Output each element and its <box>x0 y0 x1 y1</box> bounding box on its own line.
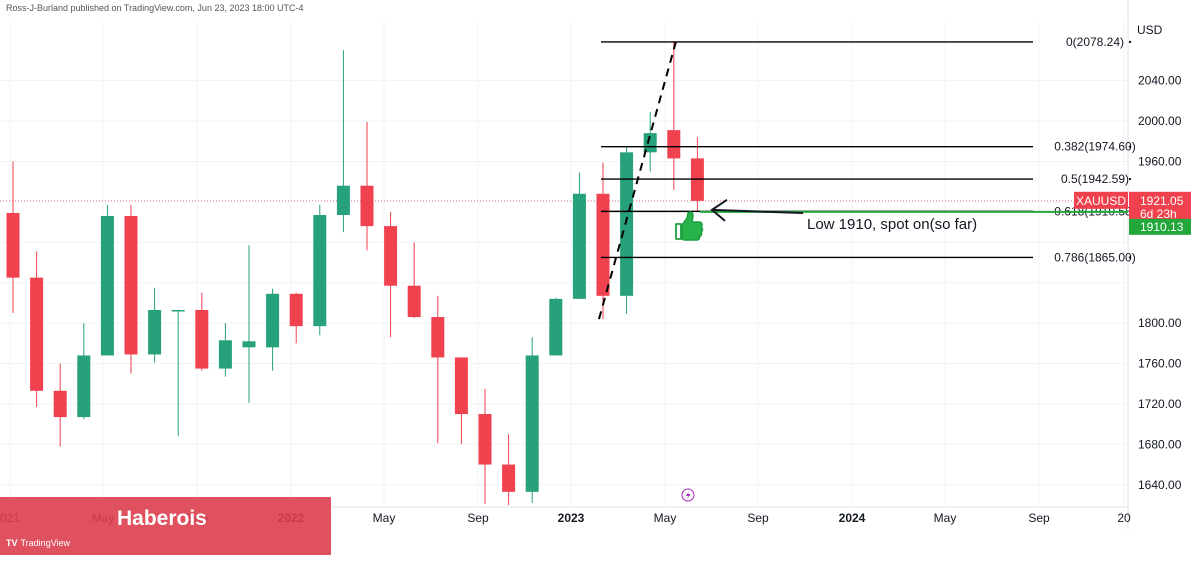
y-tick-label: 2040.00 <box>1138 74 1182 88</box>
tradingview-logo[interactable]: TV TradingView <box>6 538 70 548</box>
candle-up[interactable] <box>525 355 539 492</box>
candle-up[interactable] <box>313 214 327 327</box>
thumbs-up-cuff <box>675 223 682 240</box>
y-tick-label: 1640.00 <box>1138 478 1182 492</box>
tradingview-logo-text: TradingView <box>20 538 71 548</box>
candle-up[interactable] <box>242 341 256 348</box>
candle-up[interactable] <box>572 193 586 299</box>
current-price-text: 1921.05 <box>1140 194 1184 208</box>
y-tick-label: 1800.00 <box>1138 316 1182 330</box>
y-tick-label: 1720.00 <box>1138 397 1182 411</box>
candle-down[interactable] <box>53 390 67 418</box>
candle-down[interactable] <box>454 357 468 415</box>
annotation-arrow-line[interactable] <box>711 208 804 214</box>
symbol-badge-text: XAUUSD <box>1076 194 1126 208</box>
candle-down[interactable] <box>360 185 374 227</box>
event-marker-bolt <box>686 491 691 500</box>
x-tick-label: May <box>654 511 677 525</box>
candle-down[interactable] <box>6 212 20 278</box>
candle-down[interactable] <box>478 414 492 465</box>
thumbs-up-icon <box>675 211 704 241</box>
fib-level-label: 0.382(1974.60) <box>1054 140 1135 154</box>
x-tick-label: May <box>934 511 957 525</box>
fib-level-label: 0.5(1942.59) <box>1061 172 1129 186</box>
symbol-badge[interactable] <box>1074 191 1128 209</box>
annotation-text[interactable]: Low 1910, spot on(so far) <box>807 216 977 233</box>
candle-down[interactable] <box>407 285 421 318</box>
fib-level-dot <box>1128 145 1132 148</box>
current-price-badge[interactable] <box>1129 191 1191 221</box>
x-tick-label: Sep <box>1028 511 1050 525</box>
fib-level-dot <box>1128 256 1132 259</box>
candle-down[interactable] <box>124 216 138 355</box>
banner-brand: Haberois <box>117 507 207 530</box>
candle-down[interactable] <box>30 277 44 391</box>
candle-down[interactable] <box>195 309 209 369</box>
candle-down[interactable] <box>431 317 445 358</box>
x-tick-label: 2023 <box>558 511 585 525</box>
candle-up[interactable] <box>148 309 162 355</box>
candle-up[interactable] <box>620 152 634 296</box>
fib-level-dot <box>1128 177 1132 181</box>
fib-level-label: 0(2078.24) <box>1066 35 1124 49</box>
candle-down[interactable] <box>502 464 516 492</box>
publisher-line: Ross-J-Burland published on TradingView.… <box>6 3 304 13</box>
currency-label: USD <box>1137 23 1163 37</box>
candle-up[interactable] <box>171 309 185 312</box>
event-marker-icon[interactable] <box>681 488 695 502</box>
annotation-arrowhead <box>710 198 728 222</box>
candle-down[interactable] <box>384 226 398 286</box>
y-tick-label: 1680.00 <box>1138 437 1182 451</box>
x-tick-label: 2024 <box>839 511 866 525</box>
x-tick-label: Sep <box>747 511 769 525</box>
candle-up[interactable] <box>77 355 91 418</box>
thumbs-up-hand <box>681 211 704 241</box>
support-price-badge[interactable] <box>1129 218 1191 235</box>
candle-up[interactable] <box>549 298 563 356</box>
candle-up[interactable] <box>336 185 350 215</box>
candle-up[interactable] <box>100 216 114 356</box>
dashed-trend-line[interactable] <box>598 41 677 320</box>
candle-down[interactable] <box>596 193 610 296</box>
x-tick-label: Sep <box>467 511 489 525</box>
support-price-text: 1910.13 <box>1140 220 1184 234</box>
candle-down[interactable] <box>289 293 303 327</box>
candle-up[interactable] <box>218 340 232 369</box>
tradingview-logo-icon: TV <box>6 538 18 548</box>
brand-banner: Haberois TV TradingView <box>0 497 331 555</box>
candle-down[interactable] <box>667 130 681 159</box>
y-tick-label: 1760.00 <box>1138 357 1182 371</box>
x-tick-label: 20 <box>1117 511 1131 525</box>
fib-level-dot <box>1128 40 1132 44</box>
candle-up[interactable] <box>266 293 280 348</box>
y-tick-label: 1960.00 <box>1138 154 1182 168</box>
candle-up[interactable] <box>643 133 657 153</box>
x-tick-label: May <box>373 511 396 525</box>
y-tick-label: 2000.00 <box>1138 114 1182 128</box>
countdown-text: 6d 23h <box>1140 207 1177 221</box>
fib-level-label: 0.786(1865.00) <box>1054 250 1135 264</box>
